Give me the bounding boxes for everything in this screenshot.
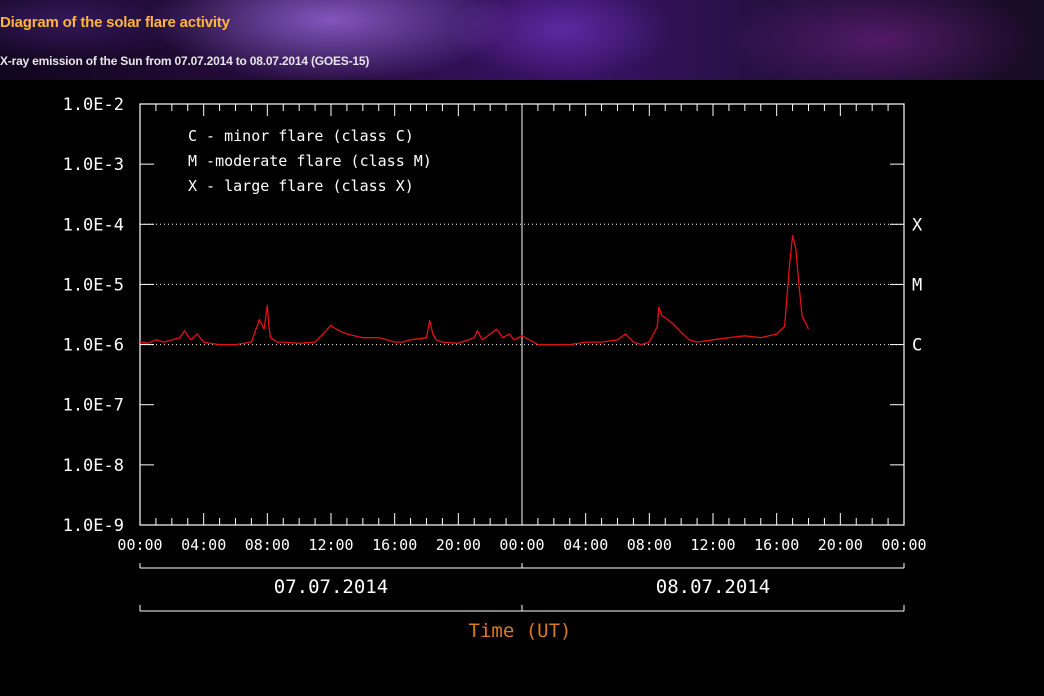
x-tick-label: 12:00 [690, 536, 735, 554]
y-tick-label: 1.0E-2 [63, 95, 124, 115]
x-axis-title: Time (UT) [469, 620, 572, 642]
legend-entry: C - minor flare (class C) [188, 127, 414, 145]
class-level-label: C [912, 336, 922, 356]
y-tick-label: 1.0E-4 [63, 215, 124, 235]
xray-flux-line [139, 234, 810, 346]
page-subtitle: X-ray emission of the Sun from 07.07.201… [0, 54, 370, 68]
x-tick-label: 12:00 [308, 536, 353, 554]
x-tick-label: 16:00 [754, 536, 799, 554]
y-tick-label: 1.0E-8 [63, 456, 124, 476]
x-tick-label: 20:00 [436, 536, 481, 554]
class-level-label: M [912, 275, 922, 295]
legend-entry: X - large flare (class X) [188, 177, 414, 195]
day-label: 07.07.2014 [274, 576, 388, 598]
class-level-label: X [912, 215, 923, 235]
x-tick-label: 04:00 [563, 536, 608, 554]
x-tick-label: 08:00 [245, 536, 290, 554]
header-banner: Diagram of the solar flare activity X-ra… [0, 0, 1044, 80]
x-tick-label: 20:00 [818, 536, 863, 554]
page-title: Diagram of the solar flare activity [0, 14, 230, 31]
y-tick-label: 1.0E-5 [63, 275, 124, 295]
legend-entry: M -moderate flare (class M) [188, 152, 432, 170]
x-tick-label: 16:00 [372, 536, 417, 554]
y-tick-label: 1.0E-9 [63, 516, 124, 536]
x-tick-label: 08:00 [627, 536, 672, 554]
y-tick-label: 1.0E-3 [63, 155, 124, 175]
y-tick-label: 1.0E-6 [63, 336, 124, 356]
solar-flare-chart: X M C 1.0E-9 1.0E-8 1.0E-7 1.0E-6 1.0E-5 1.0E-4… [63, 95, 927, 642]
y-tick-label: 1.0E-7 [63, 396, 124, 416]
x-tick-label: 04:00 [181, 536, 226, 554]
day-label: 08.07.2014 [656, 576, 770, 598]
x-tick-label: 00:00 [117, 536, 162, 554]
x-tick-label: 00:00 [499, 536, 544, 554]
x-tick-label: 00:00 [881, 536, 926, 554]
